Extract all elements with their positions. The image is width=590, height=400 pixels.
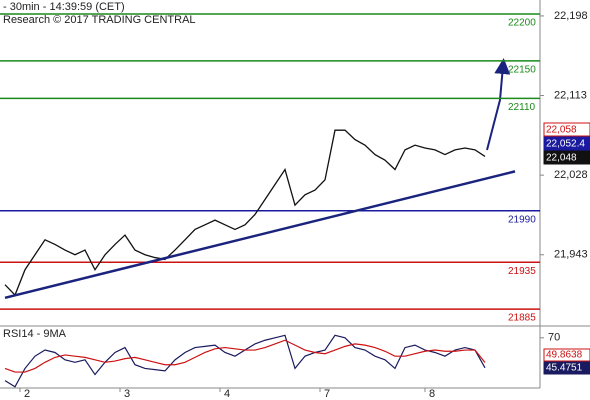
level-label: 22200 (508, 18, 536, 29)
chart-subtitle: Research © 2017 TRADING CENTRAL (3, 14, 196, 26)
x-tick-label: 8 (429, 388, 435, 400)
price-line (4, 129, 486, 297)
price-label: 22,052.4 (546, 139, 585, 150)
level-label: 22150 (508, 65, 536, 76)
price-label-box (543, 136, 590, 151)
price-label-box (543, 150, 590, 165)
level-label: 21935 (508, 266, 536, 277)
price-label: 22,048 (546, 153, 577, 164)
level-label: 21885 (508, 313, 536, 324)
y-tick-label: 21,943 (554, 249, 588, 261)
chart-title: - 30min - 14:39:59 (CET) (3, 1, 125, 13)
price-label-box (543, 122, 590, 137)
rsi-title: RSI14 - 9MA (3, 328, 67, 340)
rsi-label-box (543, 348, 590, 362)
y-tick-label: 22,028 (554, 169, 588, 181)
rsi-value-label: 49.8638 (546, 350, 583, 361)
y-tick-label: 70 (548, 332, 560, 344)
rsi-line (4, 339, 486, 373)
rsi-label-box (543, 361, 590, 375)
x-tick-label: 7 (324, 388, 330, 400)
price-label: 22,058 (546, 125, 577, 136)
y-tick-label: 22,198 (554, 10, 588, 22)
x-tick-label: 3 (124, 388, 130, 400)
trendline (4, 170, 516, 300)
level-label: 22110 (508, 102, 536, 113)
forecast-arrow (486, 58, 511, 151)
y-tick-label: 22,113 (554, 89, 587, 101)
rsi-value-label: 45.4751 (546, 363, 583, 374)
x-tick-label: 4 (224, 388, 230, 400)
x-tick-label: 2 (24, 388, 30, 400)
level-label: 21990 (508, 214, 536, 225)
